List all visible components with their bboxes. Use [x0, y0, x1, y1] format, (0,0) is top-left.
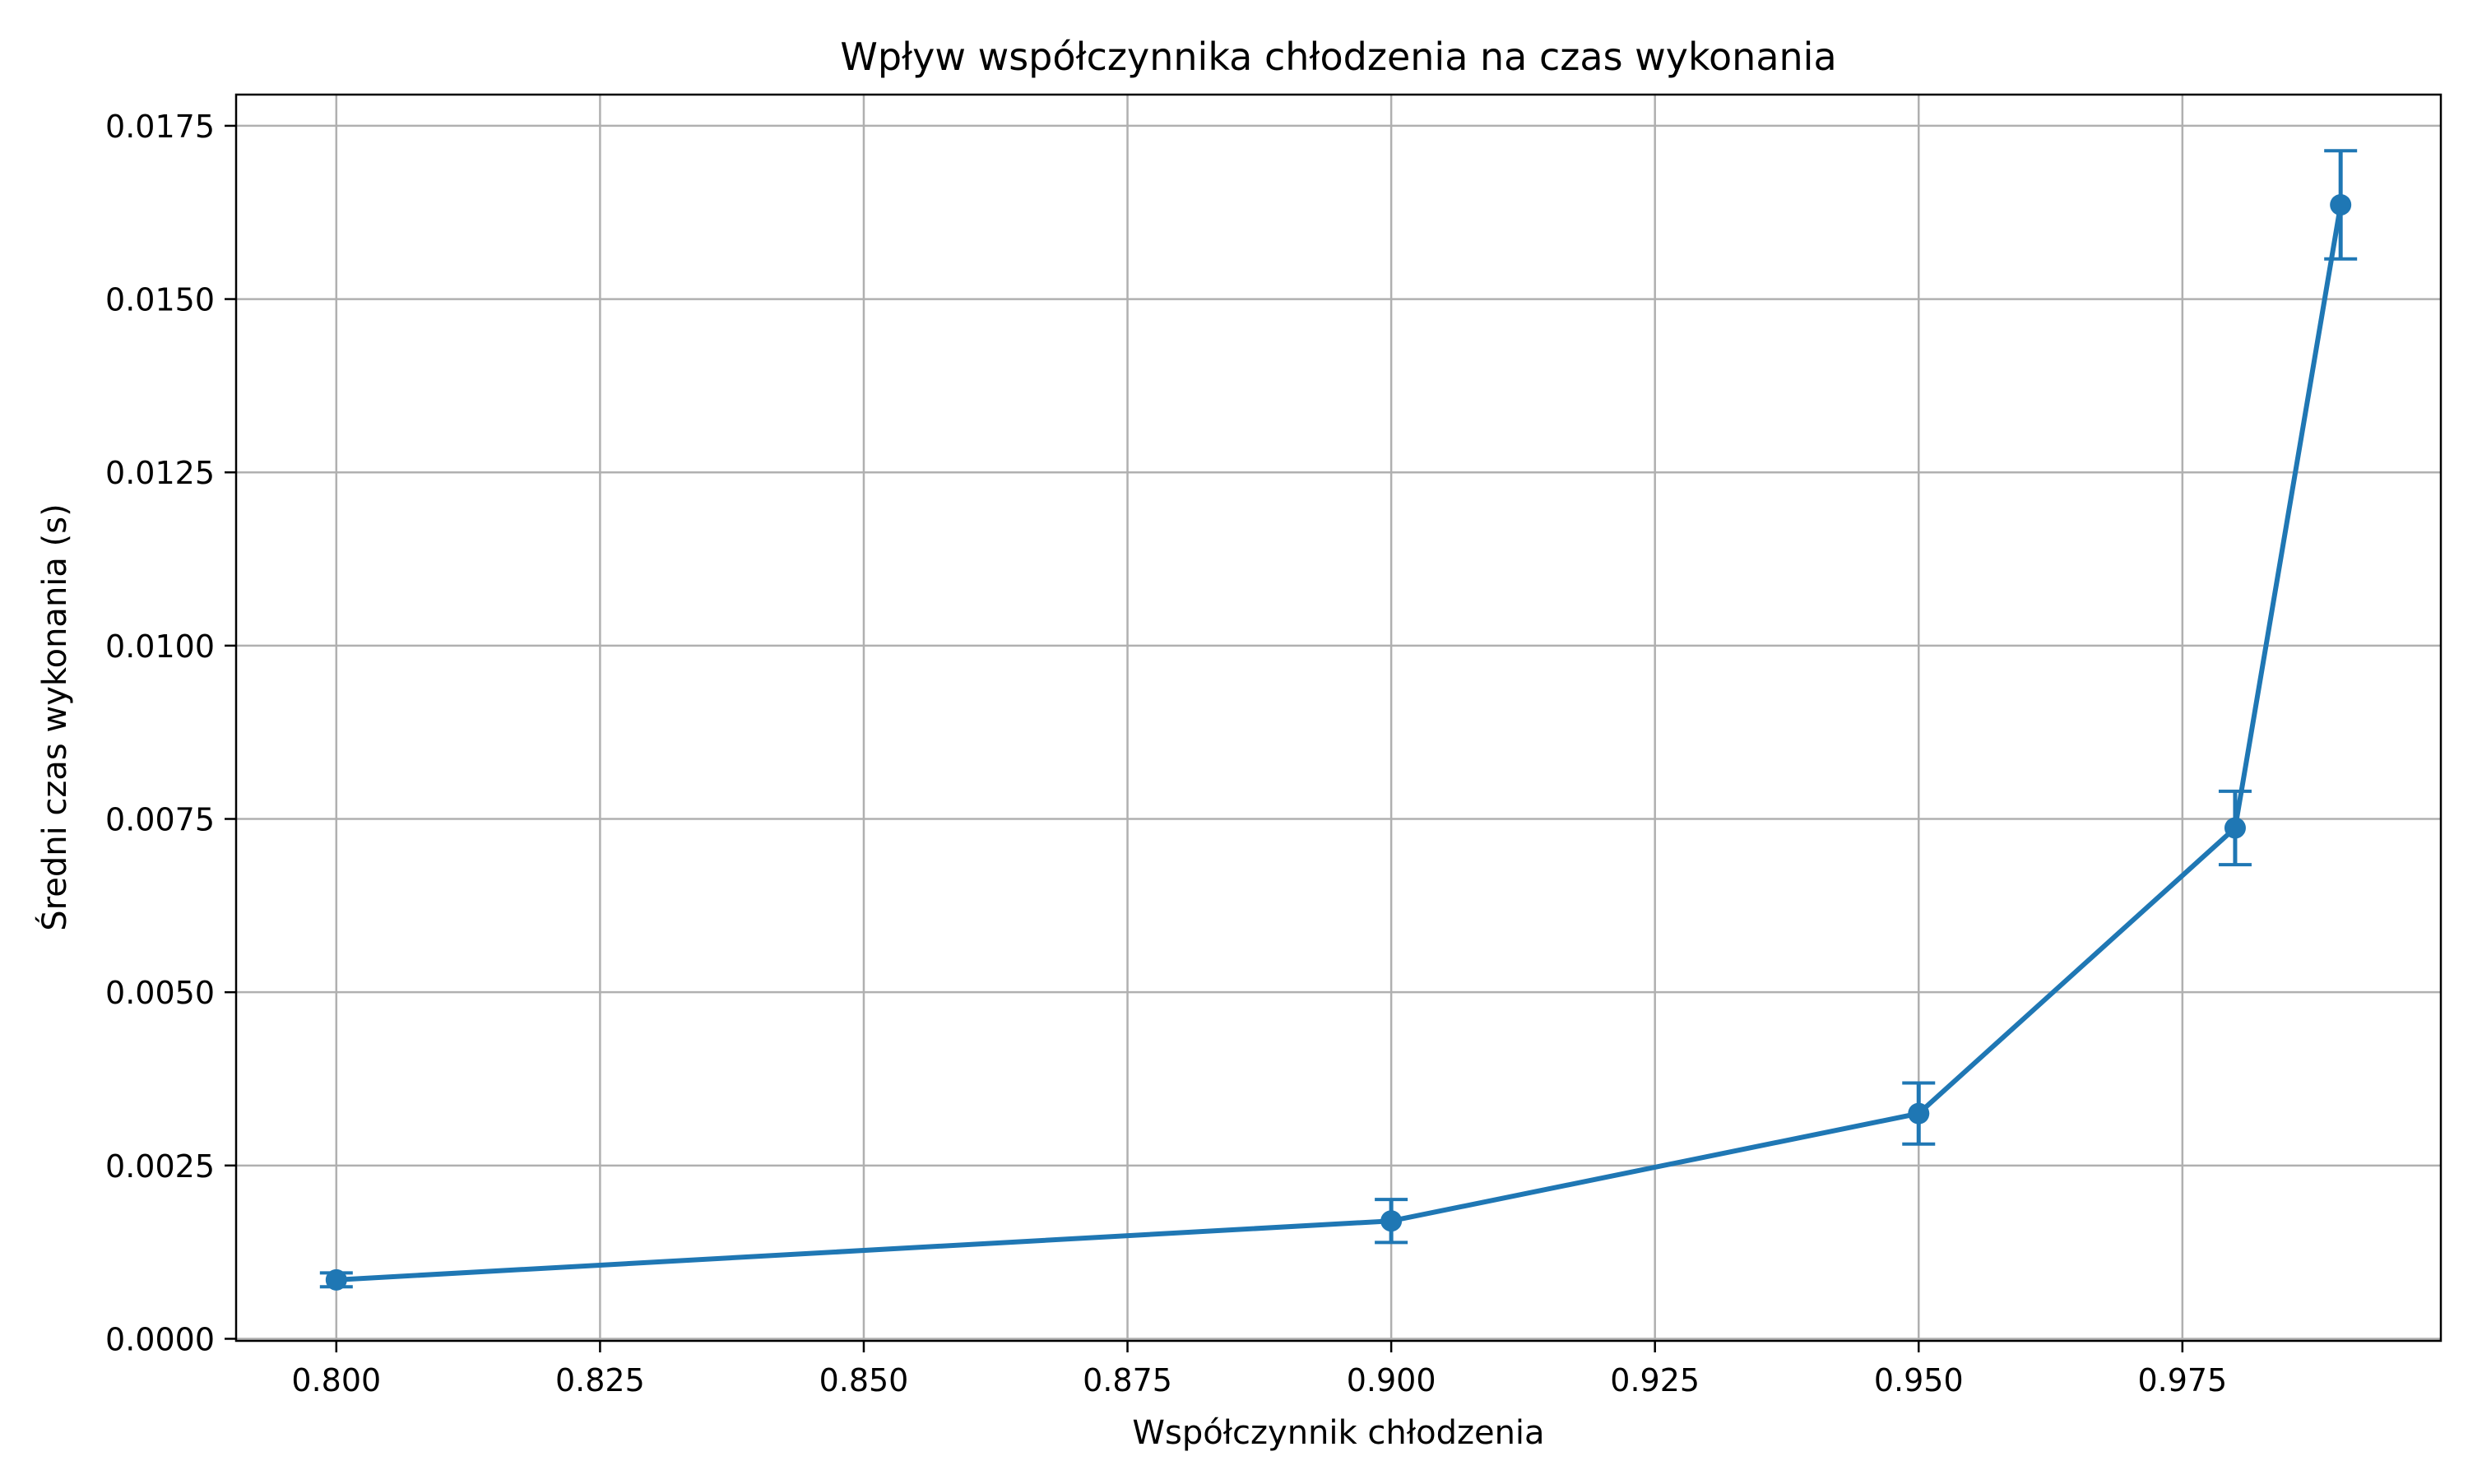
x-tick-label: 0.975: [2137, 1362, 2227, 1398]
y-tick-label: 0.0075: [105, 802, 215, 838]
data-point: [1380, 1210, 1403, 1232]
y-tick-label: 0.0150: [105, 282, 215, 318]
x-tick-label: 0.875: [1083, 1362, 1172, 1398]
y-tick-label: 0.0175: [105, 109, 215, 145]
y-tick-label: 0.0100: [105, 628, 215, 665]
data-point: [2330, 193, 2352, 216]
x-tick-label: 0.800: [291, 1362, 381, 1398]
y-tick-label: 0.0050: [105, 975, 215, 1011]
y-axis-label: Średni czas wykonania (s): [35, 503, 74, 930]
x-tick-label: 0.925: [1610, 1362, 1700, 1398]
data-point: [1908, 1102, 1930, 1125]
data-point: [325, 1268, 347, 1291]
data-point: [2224, 817, 2246, 839]
x-tick-label: 0.950: [1874, 1362, 1964, 1398]
axis-ticks: 0.800 0.825 0.850 0.875 0.900 0.925 0.950 0.975…: [105, 109, 2227, 1398]
y-tick-label: 0.0000: [105, 1321, 215, 1357]
y-tick-label: 0.0025: [105, 1148, 215, 1185]
data-series: [319, 149, 2358, 1291]
plot-frame: [234, 93, 2442, 1343]
x-tick-label: 0.900: [1347, 1362, 1436, 1398]
chart-title: Wpływ współczynnika chłodzenia na czas w…: [840, 35, 1836, 79]
x-tick-label: 0.850: [819, 1362, 909, 1398]
grid-lines: [236, 95, 2441, 1341]
x-axis-label: Współczynnik chłodzenia: [1132, 1414, 1544, 1452]
y-tick-label: 0.0125: [105, 455, 215, 491]
x-tick-label: 0.825: [555, 1362, 645, 1398]
